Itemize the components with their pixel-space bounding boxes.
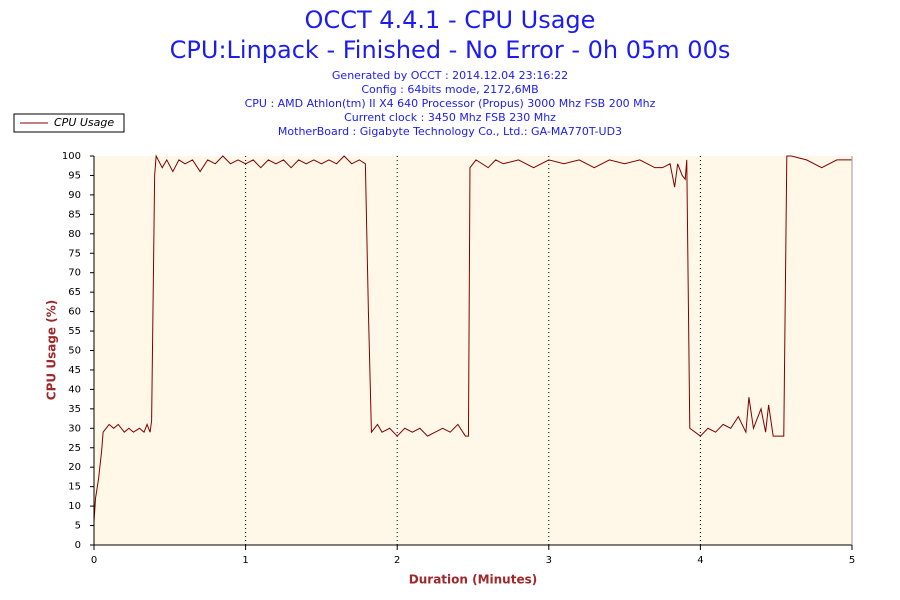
chart-subtitle: CPU:Linpack - Finished - No Error - 0h 0… <box>170 36 731 64</box>
x-tick-label: 4 <box>697 555 703 566</box>
y-tick-label: 25 <box>68 443 81 454</box>
y-tick-label: 65 <box>68 287 81 298</box>
y-tick-label: 95 <box>68 170 81 181</box>
y-tick-label: 50 <box>68 346 81 357</box>
y-tick-label: 80 <box>68 229 81 240</box>
plot-lines <box>93 154 852 522</box>
info-line: Current clock : 3450 Mhz FSB 230 Mhz <box>344 111 556 124</box>
grid <box>245 156 701 545</box>
y-tick-label: 40 <box>68 384 81 395</box>
y-tick-label: 20 <box>68 462 81 473</box>
info-line: Config : 64bits mode, 2172,6MB <box>361 83 538 96</box>
y-tick-label: 5 <box>75 521 81 532</box>
y-tick-label: 0 <box>75 540 81 551</box>
y-tick-label: 55 <box>68 326 81 337</box>
x-tick-label: 0 <box>91 555 97 566</box>
x-tick-label: 1 <box>242 555 248 566</box>
y-tick-label: 90 <box>68 190 81 201</box>
axes: 0510152025303540455055606570758085909510… <box>62 151 855 566</box>
info-line: Generated by OCCT : 2014.12.04 23:16:22 <box>332 69 568 82</box>
y-tick-label: 75 <box>68 248 81 259</box>
y-tick-label: 30 <box>68 423 81 434</box>
x-tick-label: 2 <box>394 555 400 566</box>
info-line: CPU : AMD Athlon(tm) II X4 640 Processor… <box>245 97 656 110</box>
x-axis-label: Duration (Minutes) <box>409 573 537 587</box>
info-line: MotherBoard : Gigabyte Technology Co., L… <box>278 125 622 138</box>
x-tick-label: 3 <box>546 555 552 566</box>
y-tick-label: 45 <box>68 365 81 376</box>
y-tick-label: 70 <box>68 268 81 279</box>
info-block: Generated by OCCT : 2014.12.04 23:16:22C… <box>245 69 656 138</box>
plot-area <box>94 156 852 545</box>
y-tick-label: 100 <box>62 151 81 162</box>
chart-title: OCCT 4.4.1 - CPU Usage <box>305 6 596 34</box>
y-tick-label: 85 <box>68 209 81 220</box>
y-tick-label: 10 <box>68 501 81 512</box>
y-axis-label: CPU Usage (%) <box>45 300 59 400</box>
y-tick-label: 60 <box>68 307 81 318</box>
y-tick-label: 15 <box>68 482 81 493</box>
legend-box <box>13 113 125 133</box>
legend: CPU Usage <box>13 113 125 133</box>
y-tick-label: 35 <box>68 404 81 415</box>
data-line <box>93 154 852 522</box>
x-tick-label: 5 <box>849 555 855 566</box>
legend-label: CPU Usage <box>54 116 114 129</box>
